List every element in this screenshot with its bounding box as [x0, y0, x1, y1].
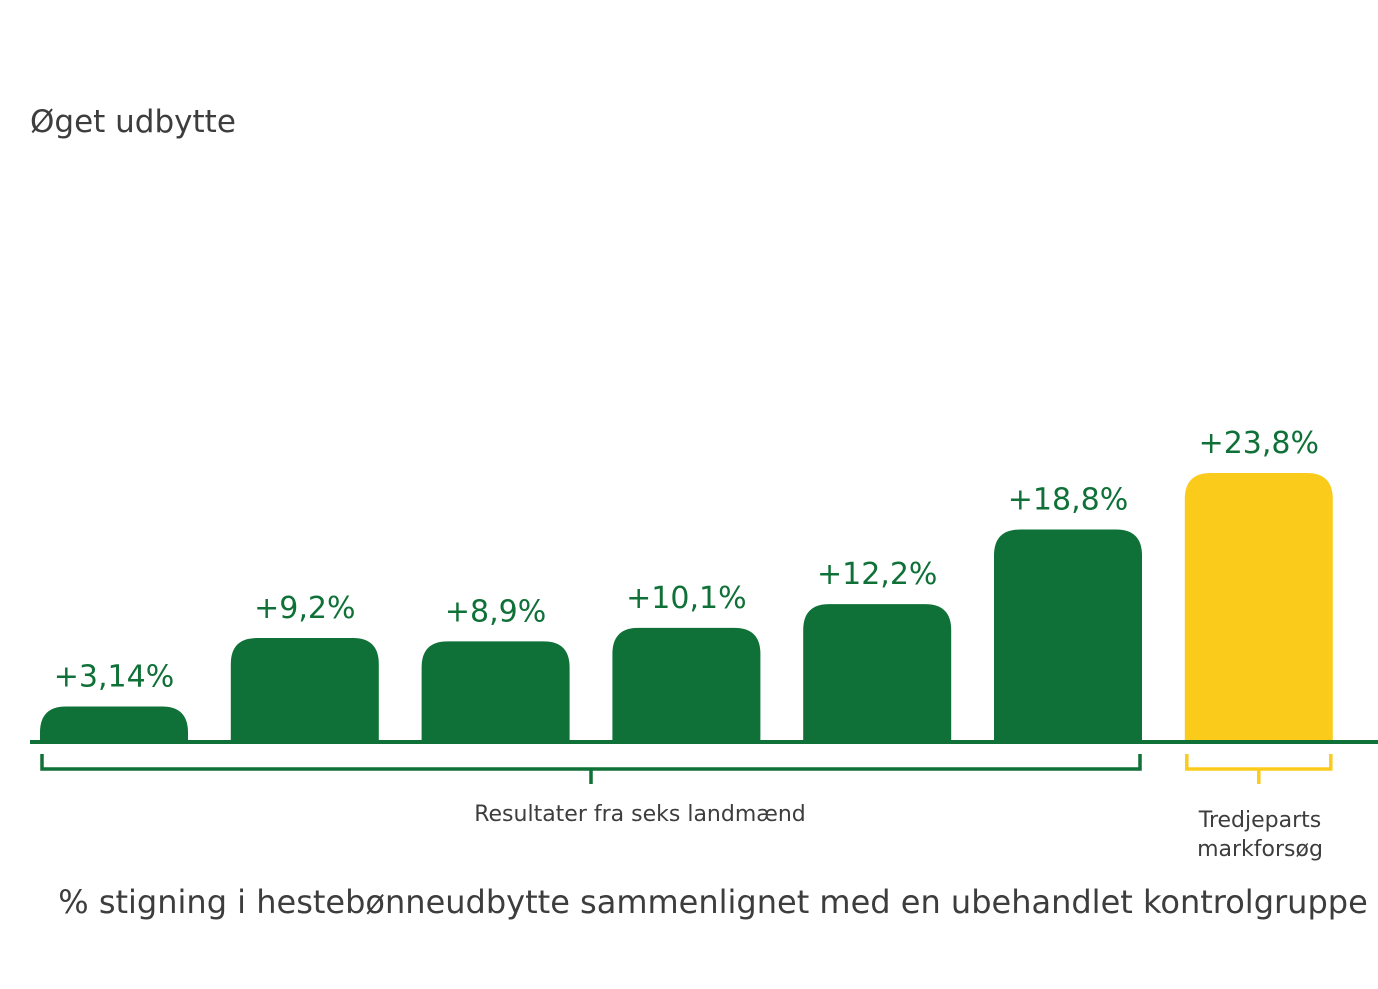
- value-label-5: +12,2%: [817, 557, 937, 592]
- bar-4: [612, 627, 761, 742]
- bar-3: [421, 641, 570, 742]
- value-label-3: +8,9%: [445, 594, 546, 629]
- value-label-4: +10,1%: [626, 581, 746, 616]
- group-brackets: [40, 754, 1333, 784]
- group-label-trial: Tredjeparts markforsøg: [1197, 808, 1323, 862]
- bar-7: [1184, 473, 1333, 742]
- value-labels-layer: +3,14% +9,2% +8,9% +10,1% +12,2% +18,8% +23,8%: [54, 426, 1319, 694]
- value-label-1: +3,14%: [54, 660, 174, 695]
- bar-6: [994, 529, 1142, 742]
- bracket-trial: [1185, 754, 1333, 784]
- bars-layer: [40, 473, 1333, 742]
- value-label-6: +18,8%: [1008, 483, 1128, 518]
- value-label-2: +9,2%: [254, 591, 355, 626]
- bar-1: [40, 706, 188, 742]
- group-label-farmers: Resultater fra seks landmænd: [474, 802, 806, 827]
- x-axis-caption: % stigning i hestebønneudbytte sammenlig…: [58, 883, 1368, 921]
- chart-title: Øget udbytte: [30, 104, 236, 140]
- bracket-farmers: [40, 754, 1142, 784]
- bar-2: [230, 638, 379, 742]
- bar-5: [803, 604, 952, 742]
- value-label-7: +23,8%: [1199, 426, 1319, 461]
